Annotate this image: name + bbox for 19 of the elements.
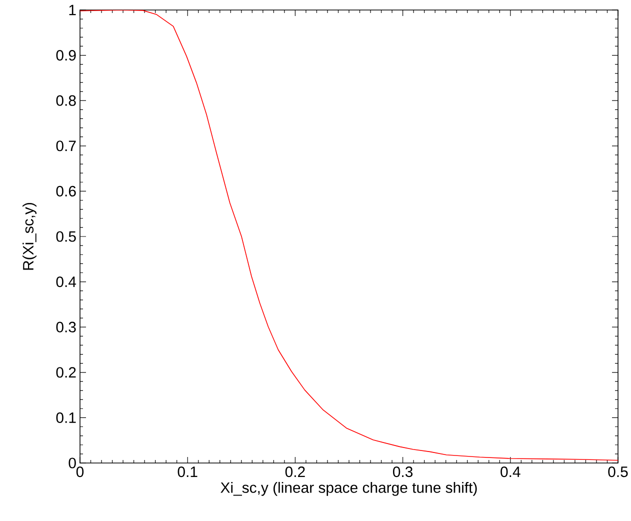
x-tick-label: 0.4 [500, 466, 520, 478]
x-tick-label: 0.3 [392, 466, 413, 478]
x-tick-label: 0 [76, 466, 84, 478]
x-tick-label: 0.5 [608, 466, 628, 478]
y-tick-label: 0.7 [56, 140, 76, 152]
y-tick-label: 0.5 [56, 231, 76, 242]
y-tick-label: 0.9 [56, 50, 76, 61]
y-tick-label: 1 [69, 4, 76, 16]
y-tick-label: 0.4 [56, 276, 76, 288]
x-tick-label: 0.1 [178, 466, 198, 478]
y-tick-label: 0.3 [56, 322, 76, 332]
y-tick-label: 0.6 [56, 186, 76, 196]
x-axis-title: Xi_sc,y (linear space charge tune shift) [220, 482, 477, 496]
x-tick-label: 0.2 [285, 466, 305, 478]
y-tick-label: 0.2 [56, 367, 76, 378]
y-axis-title: R(Xi_sc,y) [22, 202, 36, 270]
y-tick-label: 0.8 [56, 95, 76, 106]
y-tick-label: 0 [68, 458, 76, 468]
y-tick-label: 0.1 [56, 412, 76, 423]
